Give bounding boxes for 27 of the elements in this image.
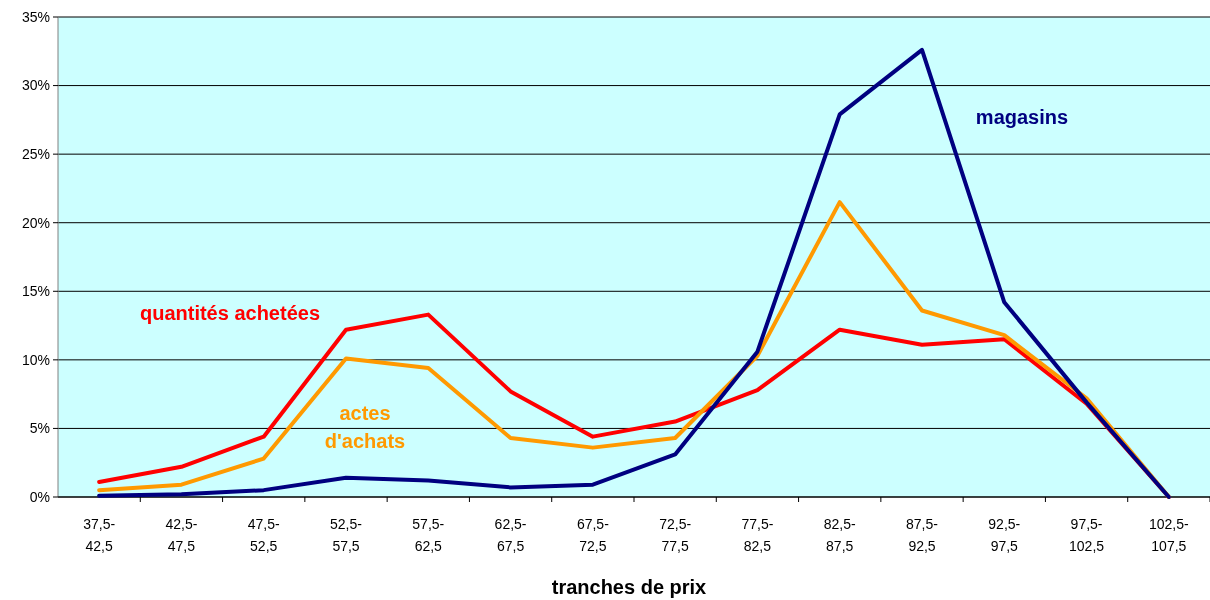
series-label: actes d'achats: [324, 402, 406, 452]
x-tick-label: 52,5-57,5: [330, 516, 363, 554]
y-tick-label: 20%: [21, 214, 50, 231]
x-tick-label: 37,5-42,5: [83, 516, 116, 554]
x-tick-label: 72,5-77,5: [659, 516, 692, 554]
y-tick-label: 10%: [21, 351, 50, 368]
x-tick-label: 87,5-92,5: [906, 516, 939, 554]
y-tick-label: 15%: [21, 283, 50, 300]
x-tick-label: 102,5-107,5: [1149, 516, 1190, 554]
series-label: magasins: [975, 106, 1069, 128]
y-tick-label: 35%: [21, 8, 50, 25]
series-label: quantités achetées: [139, 302, 321, 324]
x-tick-label: 82,5-87,5: [823, 516, 856, 554]
x-tick-label: 47,5-52,5: [247, 516, 280, 554]
y-tick-label: 25%: [21, 146, 50, 163]
line-series: [97, 47, 1171, 499]
x-tick-label: 42,5-47,5: [165, 516, 198, 554]
x-tick-label: 77,5-82,5: [741, 516, 774, 554]
y-tick-label: 0%: [29, 488, 50, 505]
y-tick-label: 30%: [21, 77, 50, 94]
x-axis-title: tranches de prix: [551, 576, 707, 598]
x-tick-label: 57,5-62,5: [412, 516, 445, 554]
y-tick-label: 5%: [29, 420, 50, 437]
x-tick-label: 92,5-97,5: [988, 516, 1021, 554]
x-tick-label: 67,5-72,5: [576, 516, 610, 554]
x-tick-label: 97,5-102,5: [1069, 516, 1105, 554]
x-tick-label: 62,5-67,5: [494, 516, 527, 554]
